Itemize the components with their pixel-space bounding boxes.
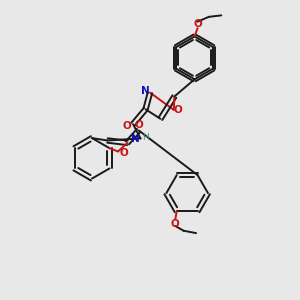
Text: O: O [123, 121, 131, 130]
Text: O: O [194, 19, 203, 29]
Text: O: O [119, 148, 128, 158]
Text: O: O [170, 219, 179, 229]
Text: N: N [142, 86, 150, 96]
Text: H: H [142, 133, 149, 142]
Text: O: O [174, 105, 182, 115]
Text: N: N [131, 134, 140, 144]
Text: O: O [134, 120, 143, 130]
